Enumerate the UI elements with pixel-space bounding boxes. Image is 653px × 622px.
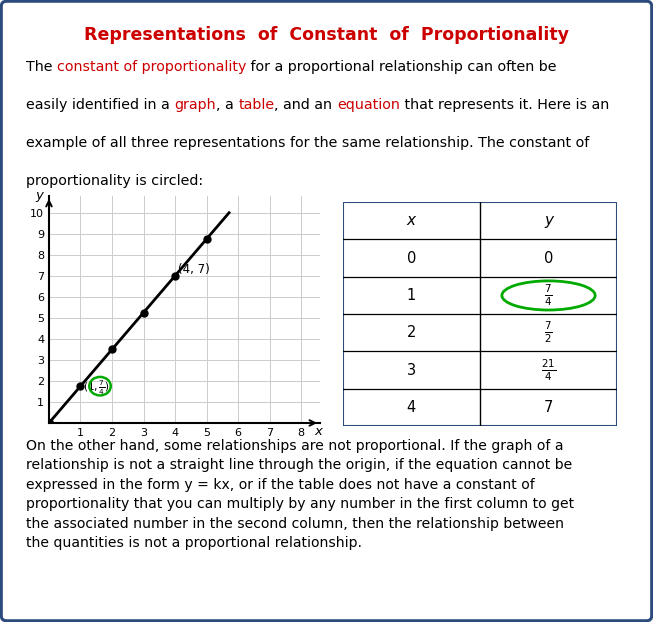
Text: example of all three representations for the same relationship. The constant of: example of all three representations for…	[26, 136, 590, 150]
Text: constant of proportionality: constant of proportionality	[57, 60, 246, 74]
Text: 0: 0	[544, 251, 553, 266]
Text: easily identified in a: easily identified in a	[26, 98, 174, 112]
Text: that represents it. Here is an: that represents it. Here is an	[400, 98, 609, 112]
Text: for a proportional relationship can often be: for a proportional relationship can ofte…	[246, 60, 557, 74]
Text: equation: equation	[337, 98, 400, 112]
Text: Representations  of  Constant  of  Proportionality: Representations of Constant of Proportio…	[84, 26, 569, 44]
Text: 7: 7	[544, 400, 553, 415]
Text: proportionality is circled:: proportionality is circled:	[26, 174, 203, 188]
Text: $\frac{21}{4}$: $\frac{21}{4}$	[541, 358, 556, 383]
Text: The: The	[26, 60, 57, 74]
Text: table: table	[238, 98, 274, 112]
Text: , and an: , and an	[274, 98, 337, 112]
Text: 1: 1	[407, 288, 416, 303]
Text: 3: 3	[407, 363, 416, 378]
Text: x: x	[315, 425, 323, 437]
Text: 0: 0	[407, 251, 416, 266]
Text: $(1, \frac{7}{4})$: $(1, \frac{7}{4})$	[83, 379, 110, 397]
Text: $y = \dfrac{7}{4}\,x$: $y = \dfrac{7}{4}\,x$	[352, 220, 424, 262]
Text: x: x	[407, 213, 416, 228]
Text: On the other hand, some relationships are not proportional. If the graph of a
re: On the other hand, some relationships ar…	[26, 439, 574, 550]
Text: $\frac{7}{2}$: $\frac{7}{2}$	[544, 320, 553, 345]
Text: 4: 4	[407, 400, 416, 415]
Text: 2: 2	[407, 325, 416, 340]
Text: , a: , a	[216, 98, 238, 112]
Text: (4, 7): (4, 7)	[178, 263, 210, 276]
Text: y: y	[35, 189, 43, 202]
Text: graph: graph	[174, 98, 216, 112]
Text: $\frac{7}{4}$: $\frac{7}{4}$	[544, 283, 553, 308]
Text: y: y	[544, 213, 553, 228]
